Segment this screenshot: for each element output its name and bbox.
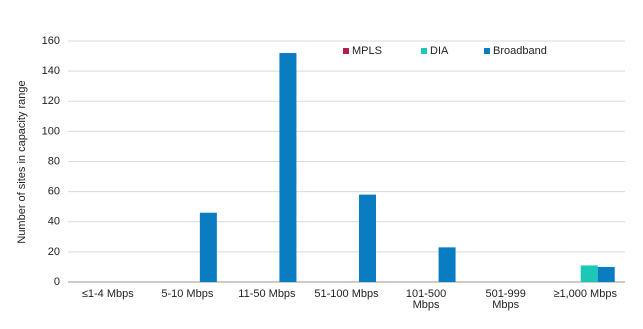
y-axis-title: Number of sites in capacity range xyxy=(16,80,28,243)
bar xyxy=(580,265,598,282)
x-tick-label: 101-500 Mbps xyxy=(406,288,446,311)
x-tick-label: ≥1,000 Mbps xyxy=(553,288,617,300)
legend-swatch xyxy=(343,48,349,54)
legend-swatch xyxy=(421,48,427,54)
x-tick-label: ≤1-4 Mbps xyxy=(82,288,134,300)
y-tick-label: 0 xyxy=(54,276,60,288)
bar xyxy=(438,247,456,282)
y-tick-label: 160 xyxy=(42,35,60,47)
bar xyxy=(279,53,297,282)
x-tick-label: 5-10 Mbps xyxy=(161,288,213,300)
bar xyxy=(359,194,376,282)
y-tick-label: 140 xyxy=(42,65,60,77)
y-tick-label: 100 xyxy=(42,125,60,137)
legend-swatch xyxy=(484,48,490,54)
bar xyxy=(199,212,217,282)
legend-label: DIA xyxy=(430,45,449,57)
legend-label: Broadband xyxy=(493,45,547,57)
y-tick-label: 80 xyxy=(48,155,60,167)
y-tick-label: 120 xyxy=(42,95,60,107)
x-tick-label: 51-100 Mbps xyxy=(314,288,379,300)
y-tick-label: 20 xyxy=(48,246,60,258)
legend-label: MPLS xyxy=(352,45,382,57)
x-tick-label: 11-50 Mbps xyxy=(238,288,296,300)
y-tick-label: 40 xyxy=(48,216,60,228)
x-tick-label: 501-999 Mbps xyxy=(485,288,525,311)
y-tick-label: 60 xyxy=(48,186,60,198)
bar xyxy=(597,266,615,282)
